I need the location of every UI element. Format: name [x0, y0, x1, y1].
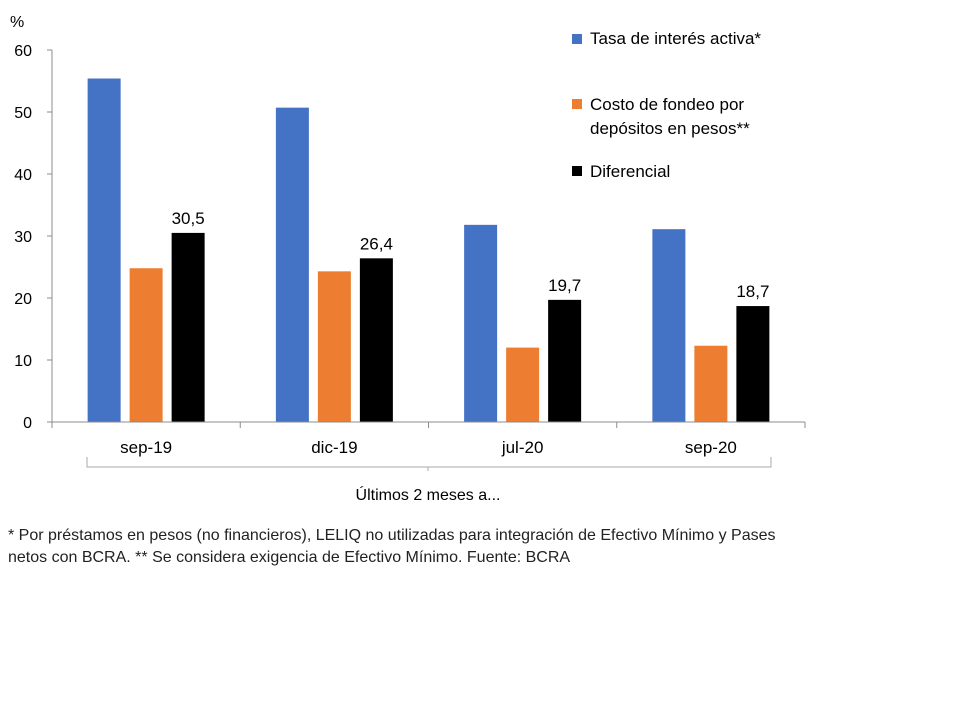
- bars-group: [87, 78, 770, 423]
- bar: [548, 299, 582, 422]
- data-label: 30,5: [172, 209, 205, 228]
- legend: Tasa de interés activa* Costo de fondeo …: [572, 29, 761, 181]
- bar: [736, 306, 770, 422]
- data-labels-group: 30,5 26,4 19,7 18,7: [172, 209, 770, 301]
- x-tick-label: sep-19: [120, 438, 172, 457]
- bar: [87, 78, 121, 423]
- legend-swatch-costo: [572, 99, 582, 109]
- period-bracket: [86, 457, 772, 471]
- bar: [359, 258, 393, 422]
- legend-label-tasa: Tasa de interés activa*: [590, 29, 761, 48]
- data-label: 18,7: [736, 282, 769, 301]
- y-unit-label: %: [10, 14, 24, 31]
- bar: [652, 229, 686, 422]
- footnote: * Por préstamos en pesos (no financieros…: [8, 527, 776, 566]
- bar: [694, 345, 728, 422]
- bar: [317, 271, 351, 422]
- legend-swatch-tasa: [572, 34, 582, 44]
- bar: [129, 268, 163, 422]
- x-tick-label: sep-20: [685, 438, 737, 457]
- legend-label-costo-line-1: Costo de fondeo por: [590, 95, 744, 114]
- legend-label-costo: Costo de fondeo por depósitos en pesos**: [590, 95, 750, 138]
- y-tick-label: 50: [14, 105, 32, 122]
- data-label: 19,7: [548, 276, 581, 295]
- x-tick-label: dic-19: [311, 438, 357, 457]
- y-tick-label: 30: [14, 229, 32, 246]
- bar: [506, 347, 540, 422]
- bar: [464, 224, 498, 422]
- legend-swatch-diferencial: [572, 166, 582, 176]
- bar-chart: % 0 10 20 30 40 50 60 30,5 26,4 19,7 18,7 sep-19 d…: [10, 14, 806, 504]
- bar: [275, 107, 309, 422]
- y-tick-label: 60: [14, 43, 32, 60]
- y-tick-label: 10: [14, 353, 32, 370]
- legend-label-diferencial: Diferencial: [590, 162, 670, 181]
- y-tick-label: 40: [14, 167, 32, 184]
- y-tick-label: 20: [14, 291, 32, 308]
- data-label: 26,4: [360, 234, 393, 253]
- bar: [171, 232, 205, 422]
- x-tick-label: jul-20: [501, 438, 544, 457]
- y-tick-label: 0: [23, 415, 32, 432]
- period-bracket-label: Últimos 2 meses a...: [356, 485, 501, 504]
- x-axis: sep-19 dic-19 jul-20 sep-20: [51, 421, 806, 457]
- legend-label-costo-line-2: depósitos en pesos**: [590, 119, 750, 138]
- y-axis: 0 10 20 30 40 50 60: [14, 43, 53, 432]
